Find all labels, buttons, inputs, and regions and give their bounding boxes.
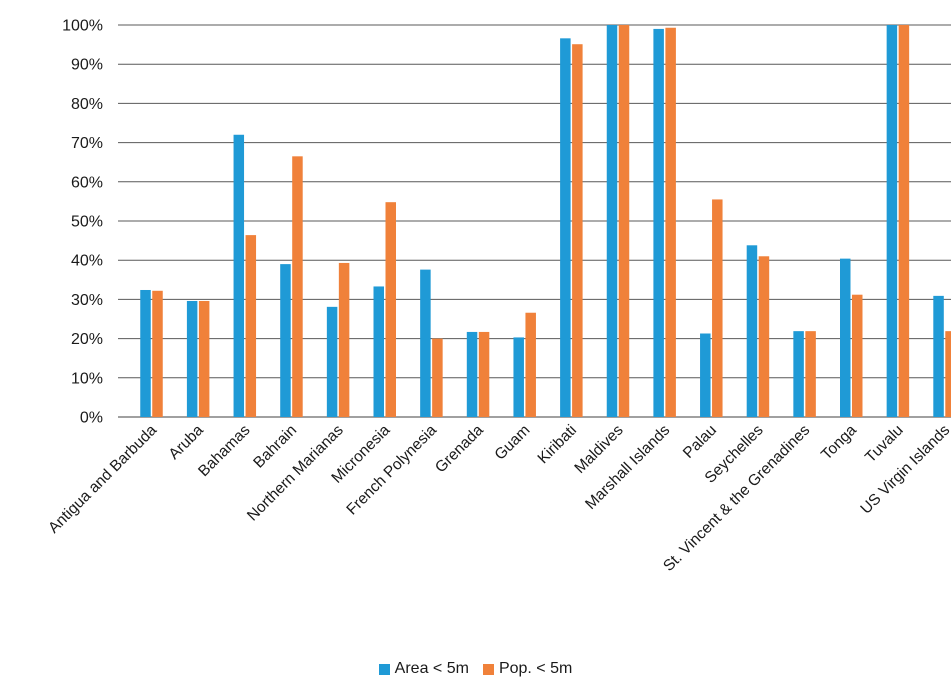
bar-pop xyxy=(945,331,951,417)
bar-pop xyxy=(665,27,676,418)
bar-area xyxy=(746,245,758,417)
bar-area xyxy=(420,269,431,417)
legend-swatch-pop xyxy=(482,663,494,675)
bar-pop xyxy=(198,300,210,417)
y-tick-label: 10% xyxy=(71,370,103,387)
bar-area xyxy=(560,38,571,417)
legend-item-pop: Pop. < 5m xyxy=(482,660,573,678)
category-label: Aruba xyxy=(166,421,208,463)
category-label: Palau xyxy=(680,422,720,462)
y-tick-label: 50% xyxy=(71,214,103,231)
bar-chart: 0% 10% 20% 30% 40% 50% 60% 70% 80% 90% 100% Antigu… xyxy=(45,18,951,575)
bar-area xyxy=(840,258,851,417)
bar-area xyxy=(700,333,711,417)
bar-pop xyxy=(618,25,630,417)
legend-label-area: Area < 5m xyxy=(394,660,469,677)
bar-area xyxy=(606,25,618,417)
bar-area xyxy=(466,331,478,417)
bar-pop xyxy=(478,331,490,417)
y-tick-label: 80% xyxy=(71,96,103,113)
bar-pop xyxy=(758,256,770,417)
y-axis-ticks: 0% 10% 20% 30% 40% 50% 60% 70% 80% 90% 100% xyxy=(62,18,103,427)
category-label: Tonga xyxy=(818,421,860,463)
legend-swatch-area xyxy=(378,663,390,675)
bar-area xyxy=(373,286,384,417)
y-tick-label: 0% xyxy=(80,410,103,427)
bar-area xyxy=(653,28,664,417)
bar-pop xyxy=(338,262,350,417)
category-label: Tuvalu xyxy=(862,422,907,467)
bar-pop xyxy=(152,290,163,417)
bar-pop xyxy=(572,44,583,418)
bar-area xyxy=(933,295,944,417)
y-tick-label: 70% xyxy=(71,135,103,152)
category-label: Guam xyxy=(492,422,534,464)
bar-area xyxy=(326,306,338,417)
category-label: Marshall Islands xyxy=(582,422,673,513)
bar-pop xyxy=(432,338,443,417)
bar-area xyxy=(886,25,898,417)
y-tick-label: 90% xyxy=(71,57,103,74)
bar-pop xyxy=(898,25,910,417)
legend-item-area: Area < 5m xyxy=(378,660,469,678)
bar-area xyxy=(793,331,804,417)
bar-pop xyxy=(712,199,723,417)
gridlines xyxy=(118,24,951,418)
category-label: Bahamas xyxy=(195,422,253,480)
y-tick-label: 40% xyxy=(71,253,103,270)
bar-pop xyxy=(292,156,303,417)
category-label: Antigua and Barbuda xyxy=(45,421,160,536)
y-tick-label: 60% xyxy=(71,174,103,191)
bar-pop xyxy=(805,331,816,417)
category-label: Kiribati xyxy=(535,422,581,468)
bar-pop xyxy=(245,235,257,417)
bar-pop xyxy=(385,202,396,417)
category-label: Grenada xyxy=(432,421,487,476)
bar-area xyxy=(280,264,291,417)
bar-pop xyxy=(852,294,863,417)
bar-area xyxy=(140,289,151,417)
category-label: French Polynesia xyxy=(343,421,440,518)
x-axis-category-labels: Antigua and Barbuda ArubaBahamasBahrainNo… xyxy=(45,421,951,574)
y-tick-label: 100% xyxy=(62,18,103,35)
y-tick-label: 20% xyxy=(71,331,103,348)
legend-label-pop: Pop. < 5m xyxy=(498,660,573,677)
bar-area xyxy=(513,337,524,417)
bars xyxy=(140,25,951,418)
legend: Area < 5m Pop. < 5m xyxy=(0,660,951,678)
bar-pop xyxy=(525,312,536,417)
bar-area xyxy=(233,134,245,417)
bar-area xyxy=(186,300,198,417)
y-tick-label: 30% xyxy=(71,292,103,309)
